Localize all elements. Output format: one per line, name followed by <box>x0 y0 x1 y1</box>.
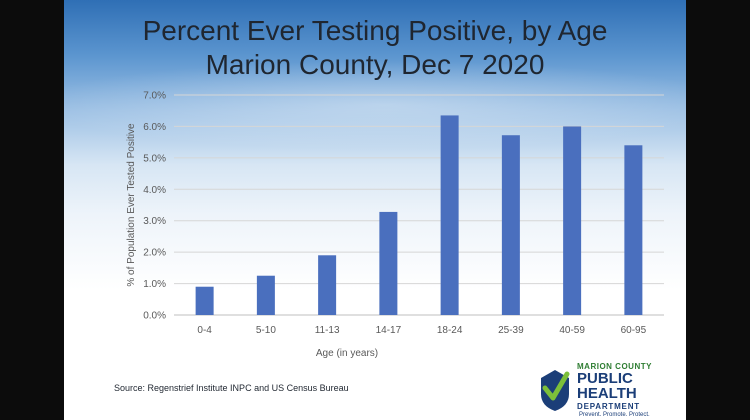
public-health-logo: MARION COUNTY PUBLIC HEALTH DEPARTMENT P… <box>539 362 679 418</box>
bar-chart: 0.0% 1.0% 2.0% 3.0% 4.0% 5.0% 6.0% 7.0% 0-4 5-10… <box>126 91 664 359</box>
y-axis-label: % of Population Ever Tested Positive <box>126 123 137 287</box>
x-tick-label: 40-59 <box>559 325 585 336</box>
bar-14-17 <box>379 211 398 315</box>
bars <box>195 115 643 315</box>
logo-motto-text: Prevent. Promote. Protect. <box>579 412 650 418</box>
y-tick-label: 5.0% <box>143 153 166 164</box>
title-line-2: Marion County, Dec 7 2020 <box>205 49 545 80</box>
x-tick-label: 11-13 <box>315 325 340 336</box>
y-tick-label: 0.0% <box>143 311 166 322</box>
title-line-1: Percent Ever Testing Positive, by Age <box>142 15 608 46</box>
bar-60-95 <box>624 145 643 315</box>
bar-18-24 <box>440 115 459 315</box>
x-tick-labels: 0-4 5-10 11-13 14-17 18-24 25-39 40-59 60-95 <box>197 325 646 336</box>
bar-25-39 <box>501 135 520 315</box>
y-tick-labels: 0.0% 1.0% 2.0% 3.0% 4.0% 5.0% 6.0% 7.0% <box>143 91 166 322</box>
logo-department-text: DEPARTMENT <box>577 402 640 411</box>
y-tick-label: 2.0% <box>143 248 166 259</box>
y-tick-label: 3.0% <box>143 216 166 227</box>
shield-checkmark-icon <box>541 370 570 411</box>
x-tick-label: 0-4 <box>197 325 212 336</box>
bar-40-59 <box>563 126 582 315</box>
chart-title: Percent Ever Testing Positive, by Age Ma… <box>64 14 686 82</box>
x-axis-label: Age (in years) <box>316 348 378 359</box>
y-tick-label: 6.0% <box>143 122 166 133</box>
background-swoosh <box>64 60 686 150</box>
x-tick-label: 25-39 <box>498 325 524 336</box>
bar-5-10 <box>256 275 275 315</box>
x-tick-label: 18-24 <box>437 325 463 336</box>
gridlines <box>174 94 664 316</box>
bar-0-4 <box>195 286 214 315</box>
y-tick-label: 1.0% <box>143 279 166 290</box>
y-tick-label: 4.0% <box>143 185 166 196</box>
x-tick-label: 60-95 <box>621 325 647 336</box>
x-tick-label: 5-10 <box>256 325 276 336</box>
slide: Percent Ever Testing Positive, by Age Ma… <box>64 0 686 420</box>
logo-public-text: PUBLIC <box>577 370 633 387</box>
bar-11-13 <box>318 255 337 315</box>
x-tick-label: 14-17 <box>376 325 402 336</box>
logo-county-text: MARION COUNTY <box>577 362 652 371</box>
logo-health-text: HEALTH <box>577 385 637 402</box>
source-note: Source: Regenstrief Institute INPC and U… <box>114 383 349 393</box>
y-tick-label: 7.0% <box>143 91 166 102</box>
